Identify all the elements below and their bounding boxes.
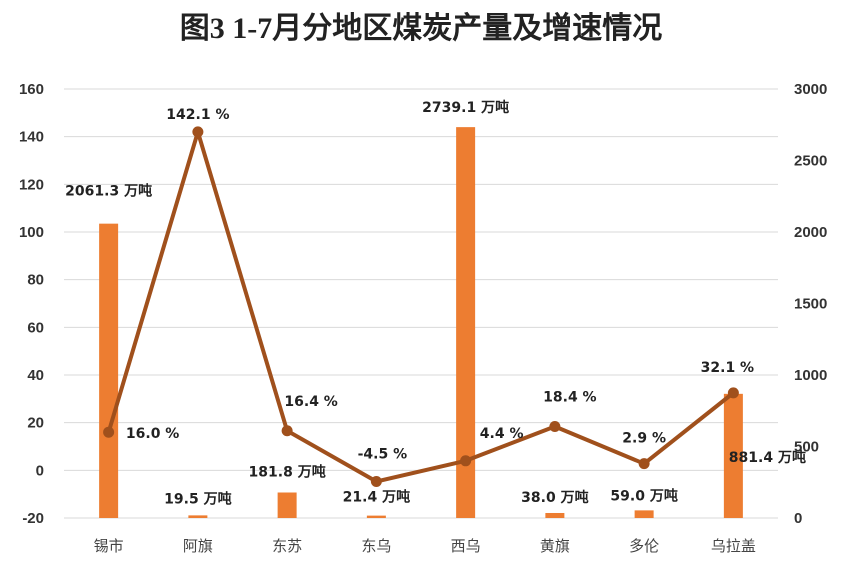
- bar-value-label: 38.0 万吨: [521, 489, 588, 506]
- bar: [99, 223, 119, 519]
- line-value-label: 32.1 %: [701, 360, 754, 376]
- left-axis-tick-label: 20: [27, 415, 44, 432]
- line-point: [727, 387, 739, 399]
- line-point: [281, 425, 293, 437]
- right-axis-tick-label: 1500: [794, 296, 827, 313]
- category-label: 锡市: [94, 537, 124, 555]
- right-axis-tick-label: 500: [794, 439, 819, 456]
- left-axis-tick-label: 140: [19, 129, 44, 146]
- category-label: 西乌: [451, 537, 481, 555]
- bar-value-label: 2739.1 万吨: [422, 99, 509, 116]
- line-point: [192, 126, 204, 138]
- line-value-label: 2.9 %: [622, 431, 666, 447]
- bar-series: [99, 127, 743, 519]
- left-axis-tick-label: -20: [22, 510, 44, 527]
- bar: [545, 512, 565, 518]
- chart-title: 图3 1-7月分地区煤炭产量及增速情况: [180, 12, 663, 45]
- bar-value-label: 21.4 万吨: [343, 489, 410, 506]
- growth-line: [106, 129, 735, 484]
- line-point: [549, 420, 561, 432]
- line-series: [103, 126, 739, 488]
- bar-value-label: 181.8 万吨: [249, 463, 326, 480]
- bar-value-label: 59.0 万吨: [610, 487, 677, 504]
- left-axis-tick-label: 80: [27, 272, 44, 289]
- right-axis-tick-label: 2000: [794, 224, 827, 241]
- axes: -20 0 20 40 60 80 100 120 140 160 0 500 1000 1500 2000…: [19, 81, 827, 555]
- bar-value-label: 19.5 万吨: [164, 490, 231, 507]
- right-axis-tick-label: 3000: [794, 81, 827, 98]
- bar: [277, 492, 297, 518]
- category-label: 东乌: [361, 537, 391, 555]
- line-value-label: 16.0 %: [126, 426, 179, 442]
- right-axis-tick-label: 1000: [794, 367, 827, 384]
- line-point: [370, 476, 382, 488]
- left-axis-tick-label: 160: [19, 81, 44, 98]
- bar: [634, 510, 654, 518]
- line-value-label: 16.4 %: [284, 394, 337, 410]
- bar: [188, 515, 208, 518]
- right-axis-tick-label: 0: [794, 510, 802, 527]
- bar-value-label: 2061.3 万吨: [65, 183, 152, 200]
- category-label: 阿旗: [183, 537, 213, 555]
- left-axis-tick-label: 40: [27, 367, 44, 384]
- category-label: 多伦: [629, 537, 659, 555]
- left-axis-tick-label: 0: [36, 462, 44, 479]
- line-value-label: 4.4 %: [480, 426, 524, 442]
- bar-value-label: 881.4 万吨: [729, 449, 806, 466]
- left-axis-tick-label: 100: [19, 224, 44, 241]
- line-point: [103, 426, 115, 438]
- bar: [456, 127, 476, 518]
- line-point: [638, 458, 650, 470]
- line-value-label: 142.1 %: [166, 107, 229, 123]
- left-axis-tick-label: 120: [19, 176, 44, 193]
- category-label: 东苏: [272, 537, 302, 555]
- right-axis-tick-label: 2500: [794, 153, 827, 170]
- category-label: 乌拉盖: [711, 537, 756, 555]
- grid: [64, 88, 778, 519]
- category-label: 黄旗: [540, 537, 570, 555]
- line-value-label: 18.4 %: [543, 389, 596, 405]
- bar: [723, 393, 743, 518]
- line-point: [460, 455, 472, 467]
- bar: [366, 515, 386, 518]
- line-value-label: -4.5 %: [358, 447, 408, 463]
- data-labels: 2061.3 万吨 19.5 万吨 181.8 万吨 21.4 万吨 2739.1 万吨…: [65, 99, 806, 507]
- left-axis-tick-label: 60: [27, 319, 44, 336]
